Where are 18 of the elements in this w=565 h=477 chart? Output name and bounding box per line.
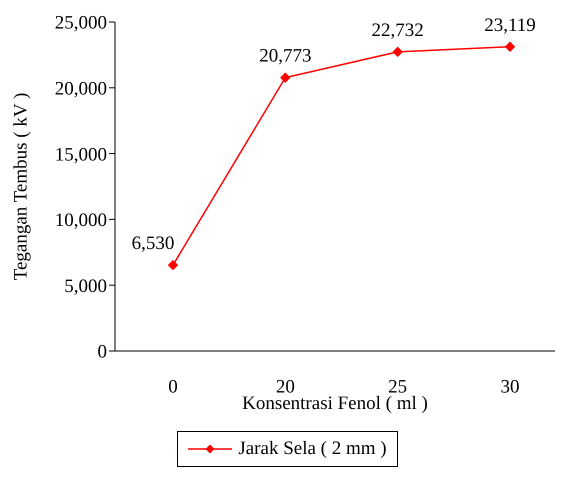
data-label: 20,773 bbox=[259, 46, 312, 67]
data-label: 22,732 bbox=[372, 20, 424, 41]
point bbox=[280, 72, 290, 83]
y-tick-label: 0 bbox=[98, 342, 107, 363]
legend-label: Jarak Sela ( 2 mm ) bbox=[237, 438, 387, 460]
y-tick-label: 10,000 bbox=[54, 210, 107, 232]
point bbox=[392, 46, 403, 57]
y-tick-label: 25,000 bbox=[54, 12, 107, 34]
data-label: 23,119 bbox=[484, 14, 536, 36]
y-tick-label: 15,000 bbox=[54, 144, 107, 166]
y-tick-label: 20,000 bbox=[54, 78, 107, 100]
x-tick-label: 0 bbox=[168, 376, 178, 398]
point bbox=[168, 260, 178, 270]
y-axis-title: Tegangan Tembus ( kV ) bbox=[10, 92, 32, 280]
x-tick-label: 30 bbox=[500, 376, 520, 398]
point bbox=[505, 42, 515, 52]
y-tick-label: 5,000 bbox=[64, 276, 107, 297]
data-label: 6,530 bbox=[132, 233, 174, 254]
